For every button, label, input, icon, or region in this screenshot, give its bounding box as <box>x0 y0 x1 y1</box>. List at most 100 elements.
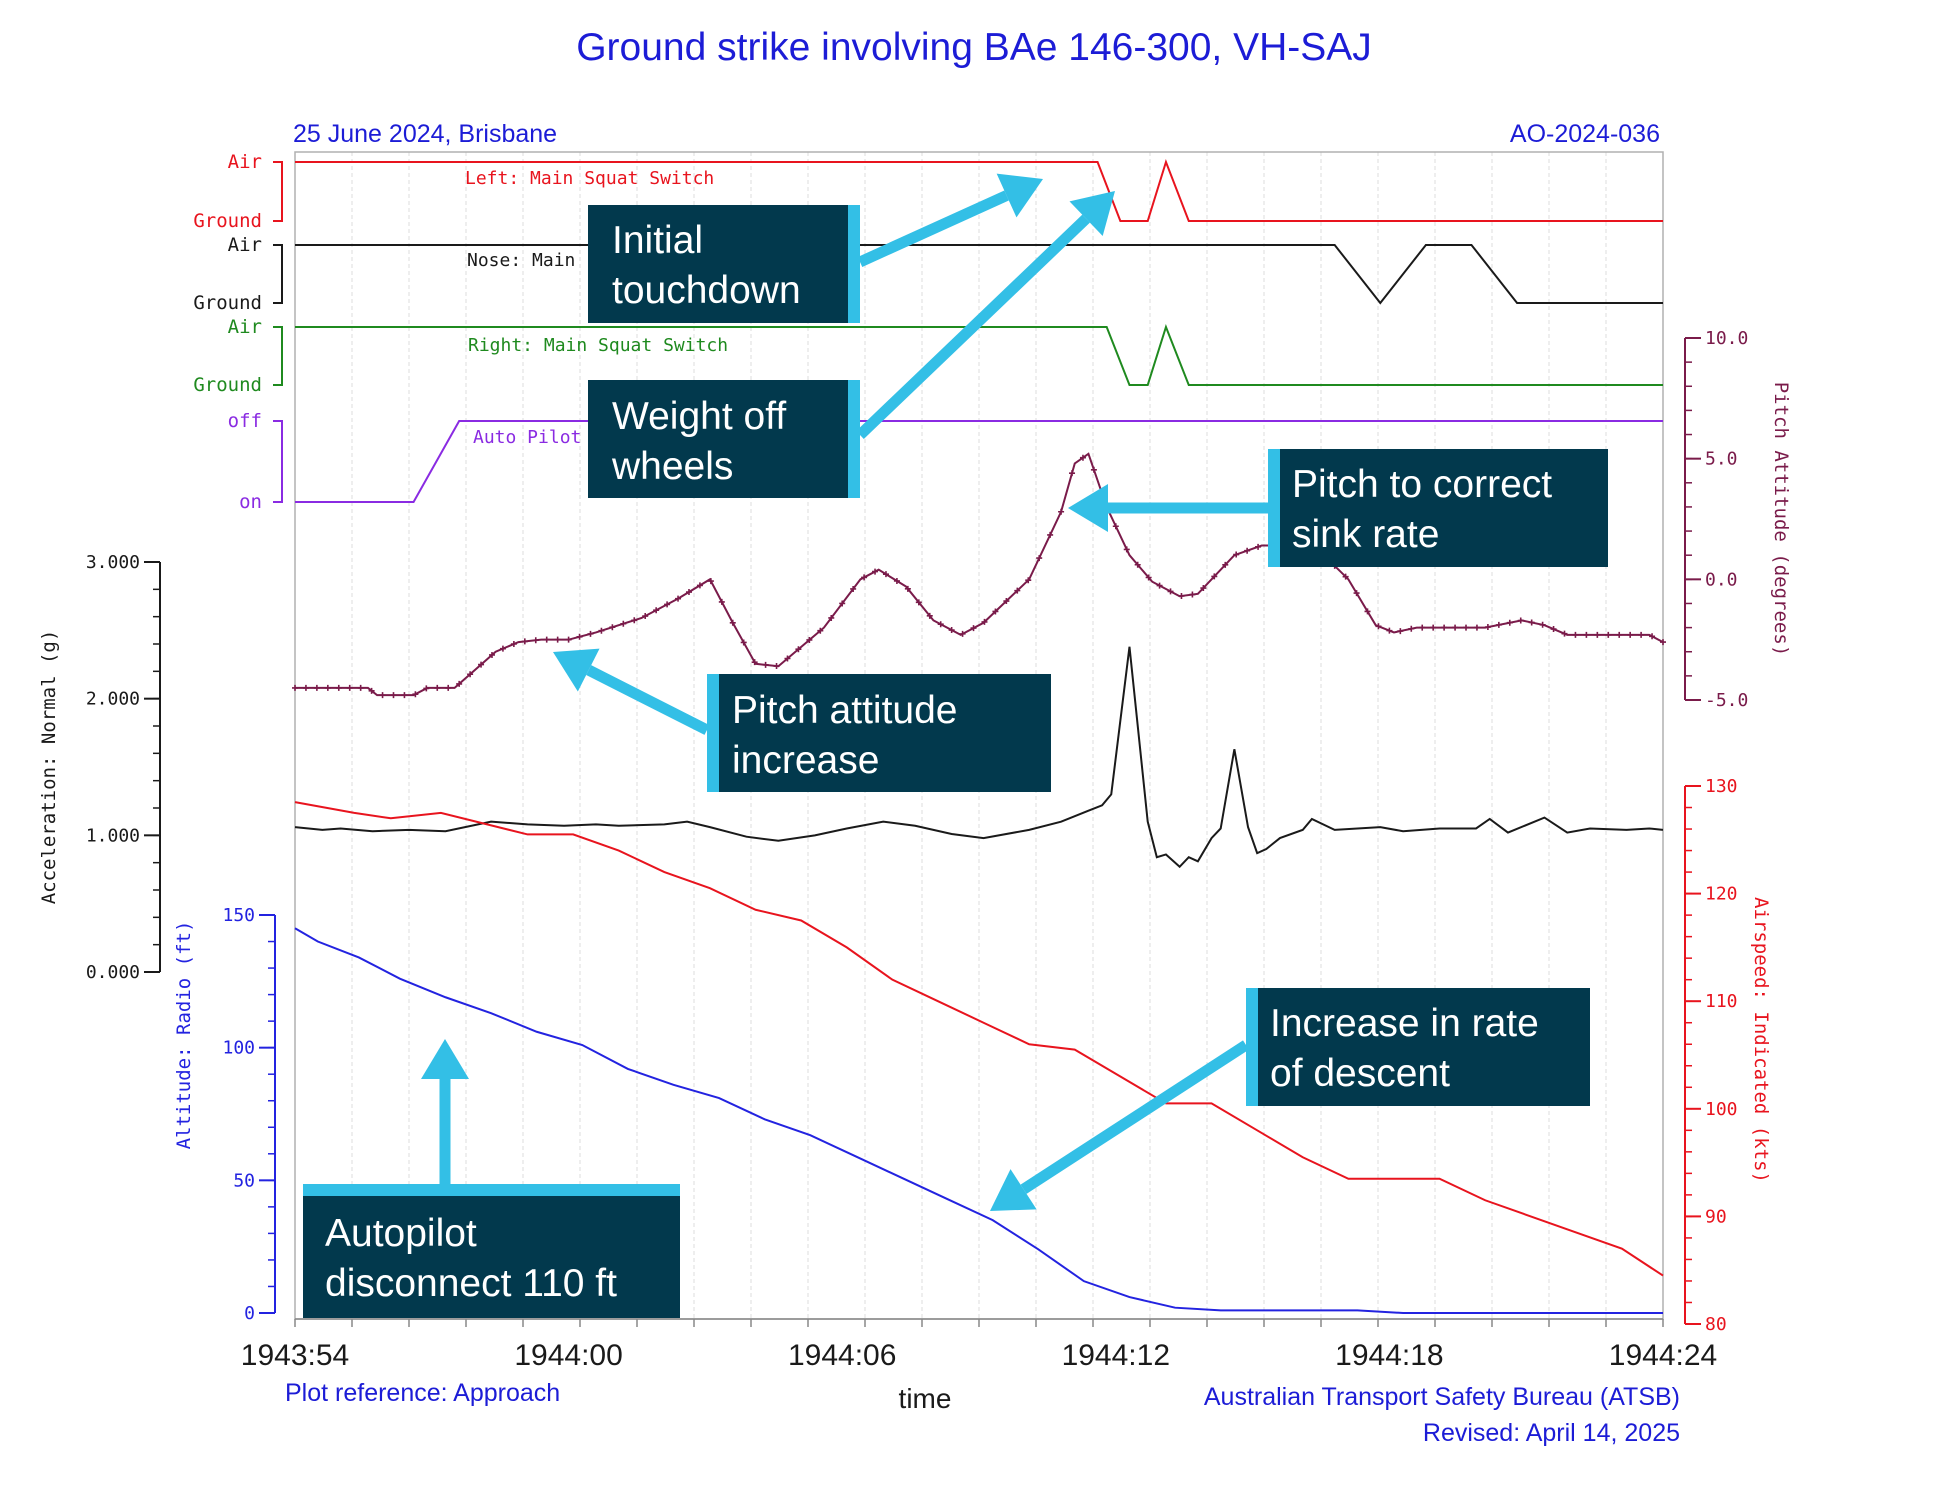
series-marker <box>467 671 474 678</box>
series-marker <box>302 684 309 691</box>
axis-tick-label: 5.0 <box>1705 449 1738 470</box>
chart-title: Ground strike involving BAe 146-300, VH-… <box>576 26 1372 69</box>
series-marker <box>1627 631 1634 638</box>
state-label-low: Ground <box>193 374 262 396</box>
series-marker <box>1244 547 1251 554</box>
series-marker <box>631 617 638 624</box>
annotation-arrow-shaft <box>856 214 1090 439</box>
axis-tick-label: 3.000 <box>86 552 140 573</box>
series-line-2 <box>294 801 1664 1277</box>
series-marker <box>1408 625 1415 632</box>
discrete-line-1 <box>295 244 1663 305</box>
header-right: AO-2024-036 <box>1510 120 1660 148</box>
series-marker <box>729 619 736 626</box>
x-tick-label: 1944:24 <box>1609 1339 1717 1372</box>
series-marker <box>948 627 955 634</box>
series-marker <box>1014 587 1021 594</box>
series-marker <box>664 601 671 608</box>
discrete-line-2 <box>295 323 1663 386</box>
series-marker <box>937 621 944 628</box>
series-marker <box>861 574 868 581</box>
series-marker <box>1517 617 1524 624</box>
series-marker <box>1452 624 1459 631</box>
series-line-1 <box>294 646 1664 869</box>
series-marker <box>1572 631 1579 638</box>
axes: 10.0 5.0 0.0 -5.0 Pitch Attitude (degrees) 3.… <box>38 328 1792 1335</box>
series-marker <box>1123 546 1130 553</box>
annotation-arrow-head <box>553 648 600 692</box>
axis-tick-label: 150 <box>222 905 255 926</box>
discrete-bracket-3 <box>273 420 283 503</box>
series-marker <box>1211 573 1218 580</box>
series-marker <box>1638 631 1645 638</box>
series-marker <box>740 639 747 646</box>
series-marker <box>1375 623 1382 630</box>
annotation-text-line: increase <box>732 739 879 782</box>
footer-left: Plot reference: Approach <box>285 1379 560 1407</box>
series-marker <box>1079 454 1086 461</box>
axis-title-3: Altitude: Radio (ft) <box>173 921 195 1150</box>
series-marker <box>653 607 660 614</box>
axis-tick-label: 90 <box>1705 1206 1727 1227</box>
series-marker <box>1649 633 1656 640</box>
annotation-text-line: Pitch to correct <box>1292 463 1552 506</box>
series-marker <box>1583 631 1590 638</box>
annotation-accent-bar <box>1246 988 1258 1106</box>
series-marker <box>401 692 408 699</box>
series-marker <box>292 684 298 691</box>
axis-tick-label: 110 <box>1705 991 1738 1012</box>
annotation-accent-bar <box>707 674 719 792</box>
series-marker <box>1353 590 1360 597</box>
series-marker <box>598 627 605 634</box>
axis-tick-label: 50 <box>233 1170 255 1191</box>
discrete-name-label: Auto Pilot E <box>473 427 603 448</box>
series-marker <box>1036 555 1043 562</box>
annotation-accent-bar <box>1268 449 1280 567</box>
annotation-text-line: wheels <box>611 445 733 488</box>
series-marker <box>1397 628 1404 635</box>
axis-tick-label: 2.000 <box>86 689 140 710</box>
x-tick-label: 1943:54 <box>241 1339 349 1372</box>
series-marker <box>642 613 649 620</box>
annotation-arrow-head <box>421 1039 469 1079</box>
discrete-line-0 <box>295 158 1663 222</box>
series-marker <box>1255 543 1262 550</box>
series-marker <box>1528 619 1535 626</box>
series-marker <box>368 687 375 694</box>
series-marker <box>1441 624 1448 631</box>
series-marker <box>992 608 999 615</box>
state-label-high: Air <box>228 151 262 173</box>
series-marker <box>587 630 594 637</box>
axis-tick-label: 100 <box>222 1038 255 1059</box>
series-marker <box>1178 592 1185 599</box>
series-line-3 <box>294 927 1663 1314</box>
series-marker <box>1386 627 1393 634</box>
annotation-arrow-head <box>996 173 1043 218</box>
axis-tick-label: 10.0 <box>1705 328 1748 349</box>
state-label-high: Air <box>228 234 262 256</box>
x-axis-label: time <box>899 1383 952 1414</box>
series-marker <box>1233 551 1240 558</box>
x-tick-label: 1944:00 <box>514 1339 622 1372</box>
series-marker <box>532 637 539 644</box>
series-marker <box>357 684 364 691</box>
series-marker <box>423 685 430 692</box>
series-marker <box>817 627 824 634</box>
annotation-box <box>303 1184 680 1318</box>
series-marker <box>412 691 419 698</box>
annotation-box <box>1246 988 1590 1106</box>
series-marker <box>1561 630 1568 637</box>
series-marker <box>1167 588 1174 595</box>
discrete-name-label: Nose: Main <box>467 250 575 271</box>
series-marker <box>904 585 911 592</box>
discrete-bracket-2 <box>273 326 283 386</box>
series-marker <box>828 614 835 621</box>
annotation-text-line: Weight off <box>612 395 786 438</box>
series-marker <box>1616 631 1623 638</box>
series-marker <box>499 645 506 652</box>
series-marker <box>1539 621 1546 628</box>
series-marker <box>1473 624 1480 631</box>
annotation-text-line: disconnect 110 ft <box>325 1262 617 1305</box>
annotation-box <box>707 674 1051 792</box>
